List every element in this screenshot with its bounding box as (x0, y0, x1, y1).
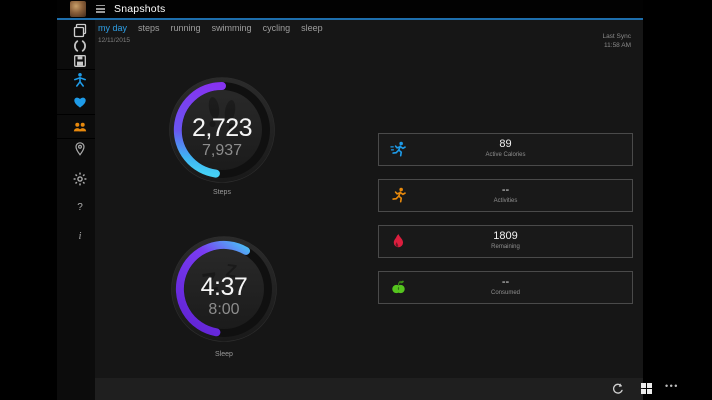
sleep-gauge[interactable]: Z Z z 4:37 8:00 (169, 234, 279, 344)
sidebar-divider (57, 114, 95, 115)
band-logo-icon[interactable] (72, 38, 88, 54)
runner-icon (390, 141, 407, 158)
svg-text:Z: Z (200, 266, 220, 298)
card-value: 89 (499, 138, 512, 150)
footsteps-glyph-icon (208, 97, 236, 131)
apple-icon (390, 279, 407, 296)
user-avatar[interactable] (70, 1, 86, 17)
active-calories-card[interactable]: 89 Active Calories (378, 133, 633, 166)
card-readout: 1809 Remaining (379, 230, 632, 252)
sleep-gauge-ring: Z Z z (171, 236, 277, 342)
card-readout: -- Consumed (379, 276, 632, 298)
sleep-gauge-label: Sleep (215, 351, 233, 358)
help-icon[interactable]: ? (77, 202, 83, 213)
snapshots-icon[interactable] (72, 23, 88, 39)
runner-icon (390, 187, 407, 204)
tiles-grid-icon[interactable] (641, 383, 652, 394)
tab-running[interactable]: running (170, 23, 201, 33)
steps-gauge[interactable]: 2,723 7,937 (167, 75, 277, 185)
title-bar: Snapshots (57, 0, 643, 20)
zzz-glyph-icon: Z Z z (200, 260, 249, 298)
sidebar-divider (57, 69, 95, 70)
tab-my-day[interactable]: my day (98, 23, 128, 33)
steps-gauge-ring (169, 77, 275, 183)
steps-progress-arc (173, 81, 226, 178)
save-icon[interactable] (72, 53, 88, 69)
svg-text:Z: Z (224, 260, 238, 281)
tab-swimming[interactable]: swimming (211, 23, 252, 33)
hamburger-menu-icon[interactable] (96, 5, 105, 15)
current-date: 12/11/2015 (98, 37, 131, 44)
steps-value: 2,723 (191, 113, 253, 142)
card-readout: 89 Active Calories (379, 138, 632, 160)
card-label: Active Calories (485, 152, 526, 158)
last-sync-status: Last Sync 11:58 AM (531, 33, 631, 50)
svg-text:z: z (238, 274, 248, 290)
card-label: Activities (493, 198, 518, 204)
steps-goal: 7,937 (201, 141, 243, 159)
tab-steps[interactable]: steps (138, 23, 160, 33)
tab-cycling[interactable]: cycling (262, 23, 291, 33)
card-value: -- (501, 184, 510, 196)
command-bar: ••• (95, 378, 677, 400)
card-readout: -- Activities (379, 184, 632, 206)
last-sync-time: 11:58 AM (604, 41, 631, 49)
pivot-tabs: my day steps running swimming cycling sl… (98, 23, 323, 33)
health-app-window: Snapshots ? (57, 0, 677, 400)
sidebar-divider (57, 138, 95, 139)
location-pin-icon[interactable] (72, 141, 88, 157)
health-heart-icon[interactable] (72, 94, 88, 110)
sleep-value: 4:37 (200, 272, 248, 301)
settings-gear-icon[interactable] (72, 171, 88, 187)
activity-person-icon[interactable] (72, 72, 88, 88)
card-value: 1809 (493, 230, 518, 242)
card-value: -- (501, 276, 510, 288)
calories-consumed-card[interactable]: -- Consumed (378, 271, 633, 304)
sleep-progress-arc (175, 240, 250, 337)
calories-remaining-card[interactable]: 1809 Remaining (378, 225, 633, 258)
steps-gauge-label: Steps (213, 189, 231, 196)
page-title: Snapshots (114, 3, 166, 15)
friends-people-icon[interactable] (72, 119, 88, 135)
refresh-icon[interactable] (611, 382, 625, 396)
info-icon[interactable]: i (78, 231, 82, 242)
more-ellipsis-icon[interactable]: ••• (665, 381, 679, 391)
flame-icon (390, 233, 407, 250)
sidebar: ? i (57, 20, 95, 400)
tab-sleep[interactable]: sleep (301, 23, 323, 33)
card-label: Consumed (490, 290, 520, 296)
last-sync-label: Last Sync (602, 33, 631, 40)
activities-card[interactable]: -- Activities (378, 179, 633, 212)
sleep-goal: 8:00 (208, 300, 240, 318)
sleep-readout: 4:37 8:00 (169, 234, 279, 344)
card-label: Remaining (491, 244, 520, 250)
steps-readout: 2,723 7,937 (167, 75, 277, 185)
